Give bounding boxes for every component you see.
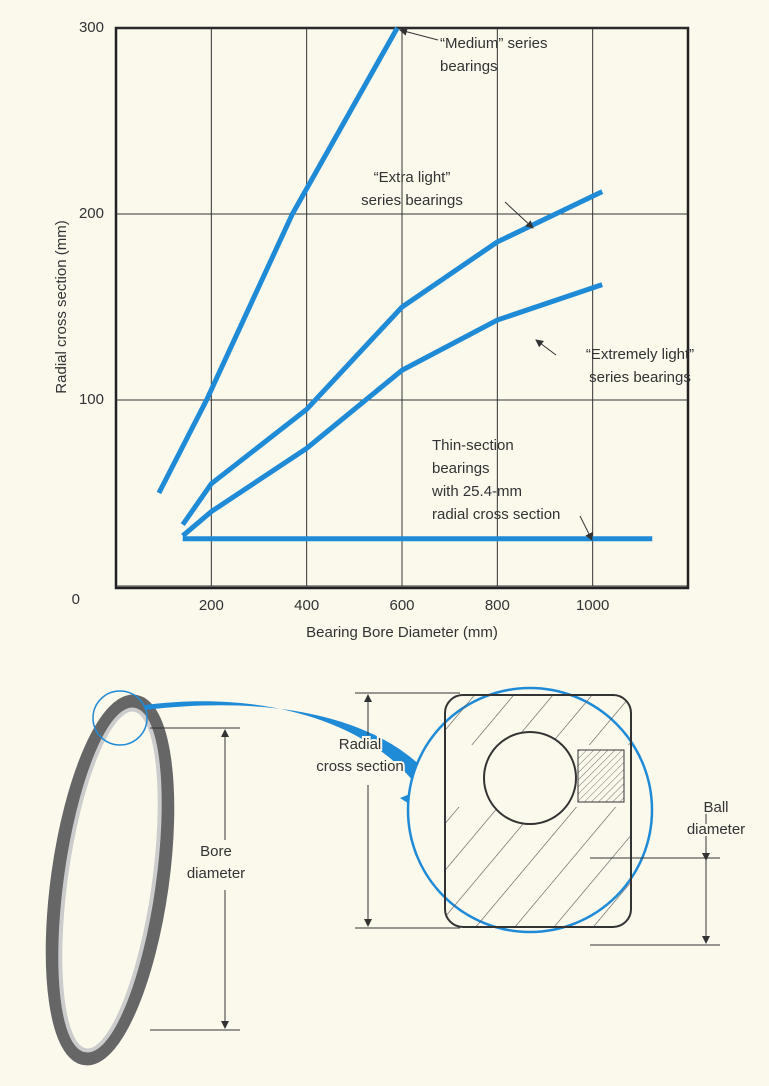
annotation-arrow [579,515,593,541]
x-tick-label: 600 [389,597,414,614]
x-tick-label: 400 [294,597,319,614]
diagram-label: diameter [687,821,745,838]
y-axis-label: Radial cross section (mm) [53,220,70,393]
zoom-arrow [145,701,452,830]
bearing-ring-inner [58,707,162,1053]
annotation: bearings [440,58,498,75]
annotation: “Extremely light” [586,346,694,363]
series-line [181,282,603,538]
annotation: with 25.4-mm [431,483,522,500]
annotation: “Medium” series [440,35,548,52]
diagram-label: cross section [316,758,404,775]
annotation: series bearings [361,192,463,209]
annotation: radial cross section [432,506,560,523]
annotation: series bearings [589,369,691,386]
y-tick-label: 100 [79,391,104,408]
series-line [180,189,604,527]
x-tick-label: 800 [485,597,510,614]
diagram-label: Ball [703,799,728,816]
annotation-arrow [504,201,534,229]
diagram-label: diameter [187,865,245,882]
x-tick-label: 1000 [576,597,609,614]
bearing-ring [45,694,175,1066]
zoom-circle [92,690,148,746]
annotation: Thin-section [432,437,514,454]
y-tick-label: 300 [79,19,104,36]
bearing-diagram [45,686,720,1066]
annotation-arrow [399,27,439,41]
y-tick-label: 0 [72,591,80,608]
diagram-label: Radial [339,736,382,753]
annotation: bearings [432,460,490,477]
annotation-arrow [535,339,557,356]
annotation: “Extra light” [374,169,451,186]
y-tick-label: 200 [79,205,104,222]
x-axis-label: Bearing Bore Diameter (mm) [306,624,498,641]
series-line [156,26,400,495]
separator [577,749,625,803]
x-tick-label: 200 [199,597,224,614]
ball [483,731,577,825]
diagram-label: Bore [200,843,232,860]
